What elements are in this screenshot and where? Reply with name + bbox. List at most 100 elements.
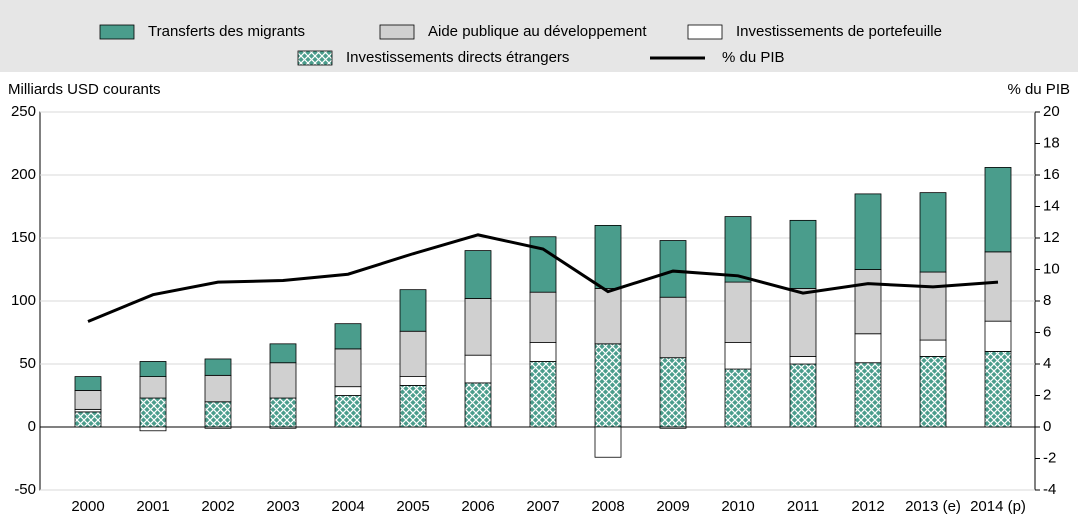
x-tick-label: 2007 <box>526 498 559 515</box>
x-tick-label: 2003 <box>266 498 299 515</box>
y2-tick-label: 14 <box>1043 197 1060 214</box>
bar <box>594 343 622 428</box>
x-tick-label: 2010 <box>721 498 754 515</box>
y-tick-label: 0 <box>28 418 36 435</box>
y2-tick-label: 2 <box>1043 386 1051 403</box>
bar <box>529 236 557 293</box>
legend-background <box>0 0 1078 72</box>
legend-label: Investissements directs étrangers <box>346 49 569 66</box>
bar <box>399 289 427 332</box>
bar <box>854 333 882 364</box>
legend-label: Transferts des migrants <box>148 23 305 40</box>
bar <box>269 362 297 399</box>
y2-tick-label: 8 <box>1043 292 1051 309</box>
x-tick-label: 2011 <box>787 498 819 515</box>
bar <box>269 343 297 364</box>
bar <box>139 397 167 428</box>
y2-tick-label: 10 <box>1043 260 1060 277</box>
bar <box>724 342 752 370</box>
x-tick-label: 2009 <box>656 498 689 515</box>
bar <box>984 251 1012 322</box>
bar <box>529 291 557 343</box>
bar <box>139 426 167 432</box>
bar <box>204 374 232 403</box>
y-tick-label: 250 <box>11 103 36 120</box>
y-axis-label: Milliards USD courants <box>8 81 161 98</box>
x-tick-label: 2013 (e) <box>905 498 961 515</box>
bar <box>789 287 817 357</box>
bar <box>789 356 817 365</box>
bar <box>724 368 752 428</box>
y2-tick-label: 6 <box>1043 323 1051 340</box>
x-tick-label: 2014 (p) <box>970 498 1026 515</box>
x-tick-label: 2000 <box>71 498 104 515</box>
y-tick-label: 100 <box>11 292 36 309</box>
bar <box>399 385 427 428</box>
bar <box>399 330 427 377</box>
bar <box>529 361 557 428</box>
bar <box>594 287 622 345</box>
bar <box>984 350 1012 428</box>
bar <box>464 298 492 356</box>
bar <box>74 376 102 391</box>
x-tick-label: 2012 <box>851 498 884 515</box>
bar <box>854 269 882 335</box>
bar <box>269 397 297 428</box>
x-tick-label: 2005 <box>396 498 429 515</box>
y2-tick-label: 0 <box>1043 418 1051 435</box>
bar <box>529 342 557 362</box>
x-tick-label: 2008 <box>591 498 624 515</box>
bar <box>594 426 622 458</box>
bar <box>659 357 687 428</box>
y-tick-label: -50 <box>14 481 36 498</box>
bar <box>724 281 752 343</box>
bar <box>724 216 752 283</box>
y-tick-label: 150 <box>11 229 36 246</box>
bar <box>984 167 1012 253</box>
bar <box>334 386 362 396</box>
bar <box>919 356 947 428</box>
bar <box>854 193 882 270</box>
legend-swatch <box>687 24 723 40</box>
bar <box>854 362 882 428</box>
y2-tick-label: 4 <box>1043 355 1051 372</box>
y2-tick-label: 12 <box>1043 229 1060 246</box>
line <box>87 233 999 323</box>
bar <box>334 323 362 350</box>
bar <box>204 426 232 429</box>
y-tick-label: 200 <box>11 166 36 183</box>
bar <box>919 192 947 273</box>
bar <box>204 401 232 428</box>
bar <box>984 320 1012 352</box>
bar <box>204 358 232 376</box>
bar <box>334 348 362 388</box>
bar <box>139 376 167 399</box>
x-tick-label: 2002 <box>201 498 234 515</box>
bar <box>464 250 492 299</box>
y-tick-label: 50 <box>19 355 36 372</box>
bar <box>399 376 427 386</box>
bar <box>139 361 167 378</box>
bar <box>789 363 817 428</box>
x-tick-label: 2006 <box>461 498 494 515</box>
y2-tick-label: 20 <box>1043 103 1060 120</box>
y2-tick-label: 18 <box>1043 134 1060 151</box>
legend-label: % du PIB <box>722 49 785 66</box>
y2-axis-label: % du PIB <box>1007 81 1070 98</box>
legend-swatch <box>297 50 333 66</box>
legend-swatch <box>99 24 135 40</box>
bar <box>919 271 947 341</box>
bar <box>464 382 492 428</box>
bar <box>659 240 687 298</box>
bar <box>789 219 817 289</box>
y2-tick-label: 16 <box>1043 166 1060 183</box>
bar <box>74 390 102 410</box>
legend-swatch <box>379 24 415 40</box>
y2-tick-label: -2 <box>1043 449 1056 466</box>
legend-label: Investissements de portefeuille <box>736 23 942 40</box>
bar <box>464 354 492 384</box>
bar <box>659 296 687 359</box>
y2-tick-label: -4 <box>1043 481 1056 498</box>
bar <box>659 426 687 429</box>
